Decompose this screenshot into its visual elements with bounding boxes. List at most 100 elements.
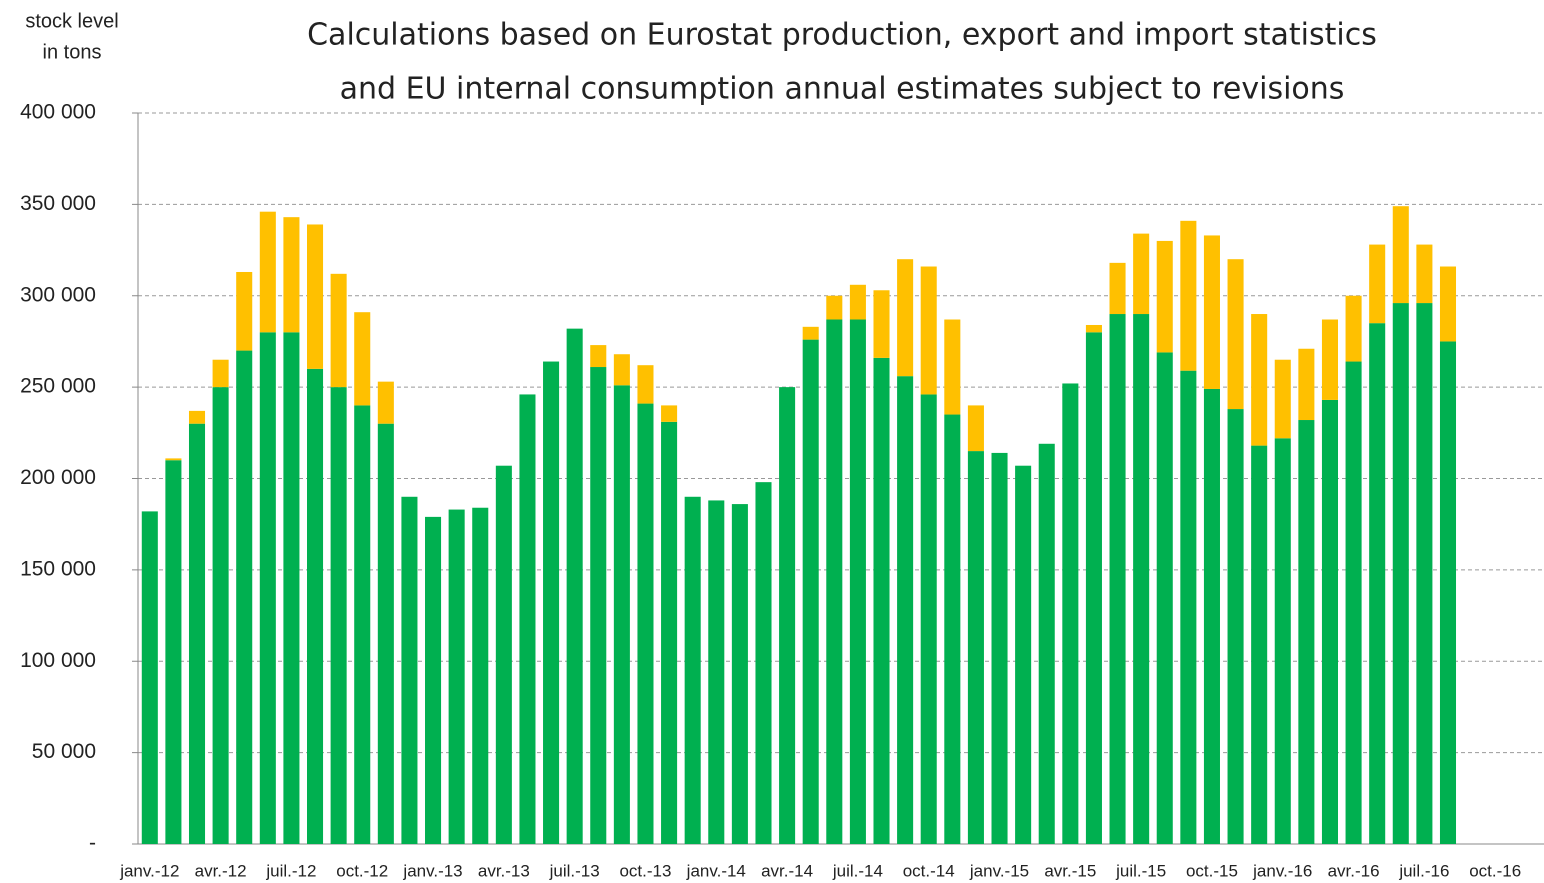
bar-segment	[873, 357, 890, 844]
bar-segment	[849, 319, 866, 844]
bar-segment	[1251, 314, 1268, 446]
bar-segment	[354, 405, 371, 844]
bar-segment	[802, 339, 819, 844]
bar-segment	[1203, 235, 1220, 389]
y-tick-label: 50 000	[32, 740, 96, 763]
bar-segment	[283, 332, 300, 844]
y-tick-label: 100 000	[20, 649, 96, 672]
bar-segment	[259, 332, 276, 844]
x-tick-label: janv.-12	[119, 861, 179, 880]
x-tick-label: oct.-13	[619, 861, 671, 880]
x-tick-label: avr.-14	[761, 861, 813, 880]
bar-segment	[1416, 244, 1433, 304]
x-tick-label: oct.-12	[336, 861, 388, 880]
bar-segment	[661, 405, 678, 422]
bar-segment	[330, 387, 347, 844]
x-tick-label: oct.-15	[1186, 861, 1238, 880]
subtitle: and EU internal consumption annual estim…	[340, 72, 1345, 107]
bar-segment	[779, 387, 796, 844]
bar-segment	[188, 423, 206, 844]
y-axis-label: in tons	[43, 41, 102, 63]
bar-segment	[1133, 233, 1150, 315]
bar-segment	[1227, 409, 1244, 844]
bar-segment	[283, 217, 300, 333]
bar-segment	[1203, 388, 1220, 844]
bar-segment	[236, 271, 253, 351]
bar-segment	[1038, 443, 1055, 844]
bar-segment	[1227, 259, 1244, 410]
bar-segment	[401, 496, 418, 844]
bar-segment	[1439, 341, 1457, 844]
x-tick-label: juil.-16	[1398, 861, 1449, 880]
bar-segment	[1369, 244, 1386, 324]
bar-segment	[1180, 370, 1197, 844]
bar-segment	[1156, 240, 1173, 353]
bar-segment	[1133, 314, 1150, 844]
x-tick-label: avr.-15	[1044, 861, 1096, 880]
bar-segment	[731, 504, 748, 844]
bar-segment	[188, 410, 206, 424]
bar-segment	[897, 376, 914, 844]
bar-segment	[377, 423, 394, 844]
bar-segment	[684, 496, 701, 844]
bar-segment	[448, 509, 465, 844]
y-tick-label: 400 000	[20, 101, 96, 124]
bar-segment	[1062, 383, 1079, 844]
bar-segment	[1109, 262, 1126, 315]
bar-segment	[613, 354, 630, 386]
bar-segment	[1274, 359, 1291, 439]
bar-segment	[307, 224, 324, 369]
bar-segment	[1321, 399, 1338, 844]
bar-segment	[826, 319, 843, 844]
x-tick-label: janv.-14	[686, 861, 746, 880]
bar-segment	[613, 385, 630, 844]
y-tick-label: 150 000	[20, 557, 96, 580]
x-tick-label: avr.-13	[478, 861, 530, 880]
bar-segment	[165, 460, 182, 844]
bar-segment	[566, 328, 583, 844]
bar-segment	[1345, 295, 1362, 362]
bar-segment	[708, 500, 725, 844]
bar-segment	[1298, 348, 1315, 421]
x-tick-label: janv.-15	[969, 861, 1029, 880]
bar-segment	[873, 290, 890, 358]
bar-segment	[897, 259, 914, 377]
bar-segment	[826, 295, 843, 320]
bar-segment	[920, 266, 937, 395]
bar-segment	[967, 405, 984, 452]
bar-segment	[1274, 438, 1291, 844]
y-axis-label: stock level	[25, 10, 118, 32]
bar-segment	[1251, 445, 1268, 844]
bar-segment	[1298, 420, 1315, 844]
x-tick-label: avr.-12	[195, 861, 247, 880]
bar-segment	[519, 394, 536, 844]
bar-segment	[802, 326, 819, 340]
bar-segment	[212, 387, 229, 844]
bar-segment	[661, 421, 678, 844]
y-tick-label: 350 000	[20, 192, 96, 215]
bar-segment	[1416, 303, 1433, 844]
subtitle: Calculations based on Eurostat productio…	[307, 18, 1377, 53]
bar-segment	[849, 284, 866, 320]
bar-segment	[1321, 319, 1338, 400]
bar-segment	[590, 367, 607, 844]
bar-segment	[495, 465, 512, 844]
bar-segment	[212, 359, 229, 388]
bar-segment	[920, 394, 937, 844]
bar-segment	[236, 350, 253, 844]
bar-segment	[165, 458, 182, 461]
bar-segment	[354, 312, 371, 406]
bar-segment	[259, 211, 276, 333]
x-tick-label: oct.-14	[903, 861, 955, 880]
bar-segment	[425, 516, 442, 844]
bar-segment	[991, 452, 1008, 844]
x-tick-label: avr.-16	[1328, 861, 1380, 880]
y-tick-label: 200 000	[20, 466, 96, 489]
x-tick-label: janv.-13	[402, 861, 462, 880]
x-tick-label: juil.-12	[265, 861, 316, 880]
bar-segment	[1392, 206, 1409, 304]
bar-segment	[1392, 303, 1409, 844]
y-tick-label: 250 000	[20, 375, 96, 398]
x-tick-label: juil.-14	[832, 861, 883, 880]
